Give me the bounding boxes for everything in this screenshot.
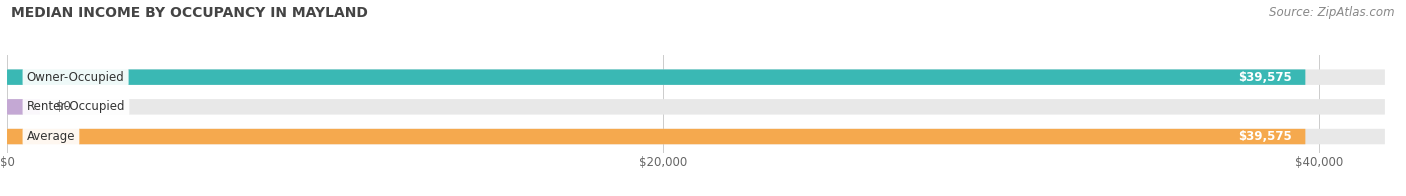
FancyBboxPatch shape (7, 129, 1305, 144)
FancyBboxPatch shape (7, 99, 1385, 115)
Text: $39,575: $39,575 (1239, 130, 1292, 143)
Text: $0: $0 (56, 100, 72, 113)
FancyBboxPatch shape (7, 69, 1385, 85)
Text: Renter-Occupied: Renter-Occupied (27, 100, 125, 113)
Text: MEDIAN INCOME BY OCCUPANCY IN MAYLAND: MEDIAN INCOME BY OCCUPANCY IN MAYLAND (11, 6, 368, 20)
FancyBboxPatch shape (7, 129, 1385, 144)
Text: $39,575: $39,575 (1239, 71, 1292, 84)
Text: Source: ZipAtlas.com: Source: ZipAtlas.com (1270, 6, 1395, 19)
FancyBboxPatch shape (7, 99, 39, 115)
Text: Owner-Occupied: Owner-Occupied (27, 71, 125, 84)
Text: Average: Average (27, 130, 75, 143)
FancyBboxPatch shape (7, 69, 1305, 85)
